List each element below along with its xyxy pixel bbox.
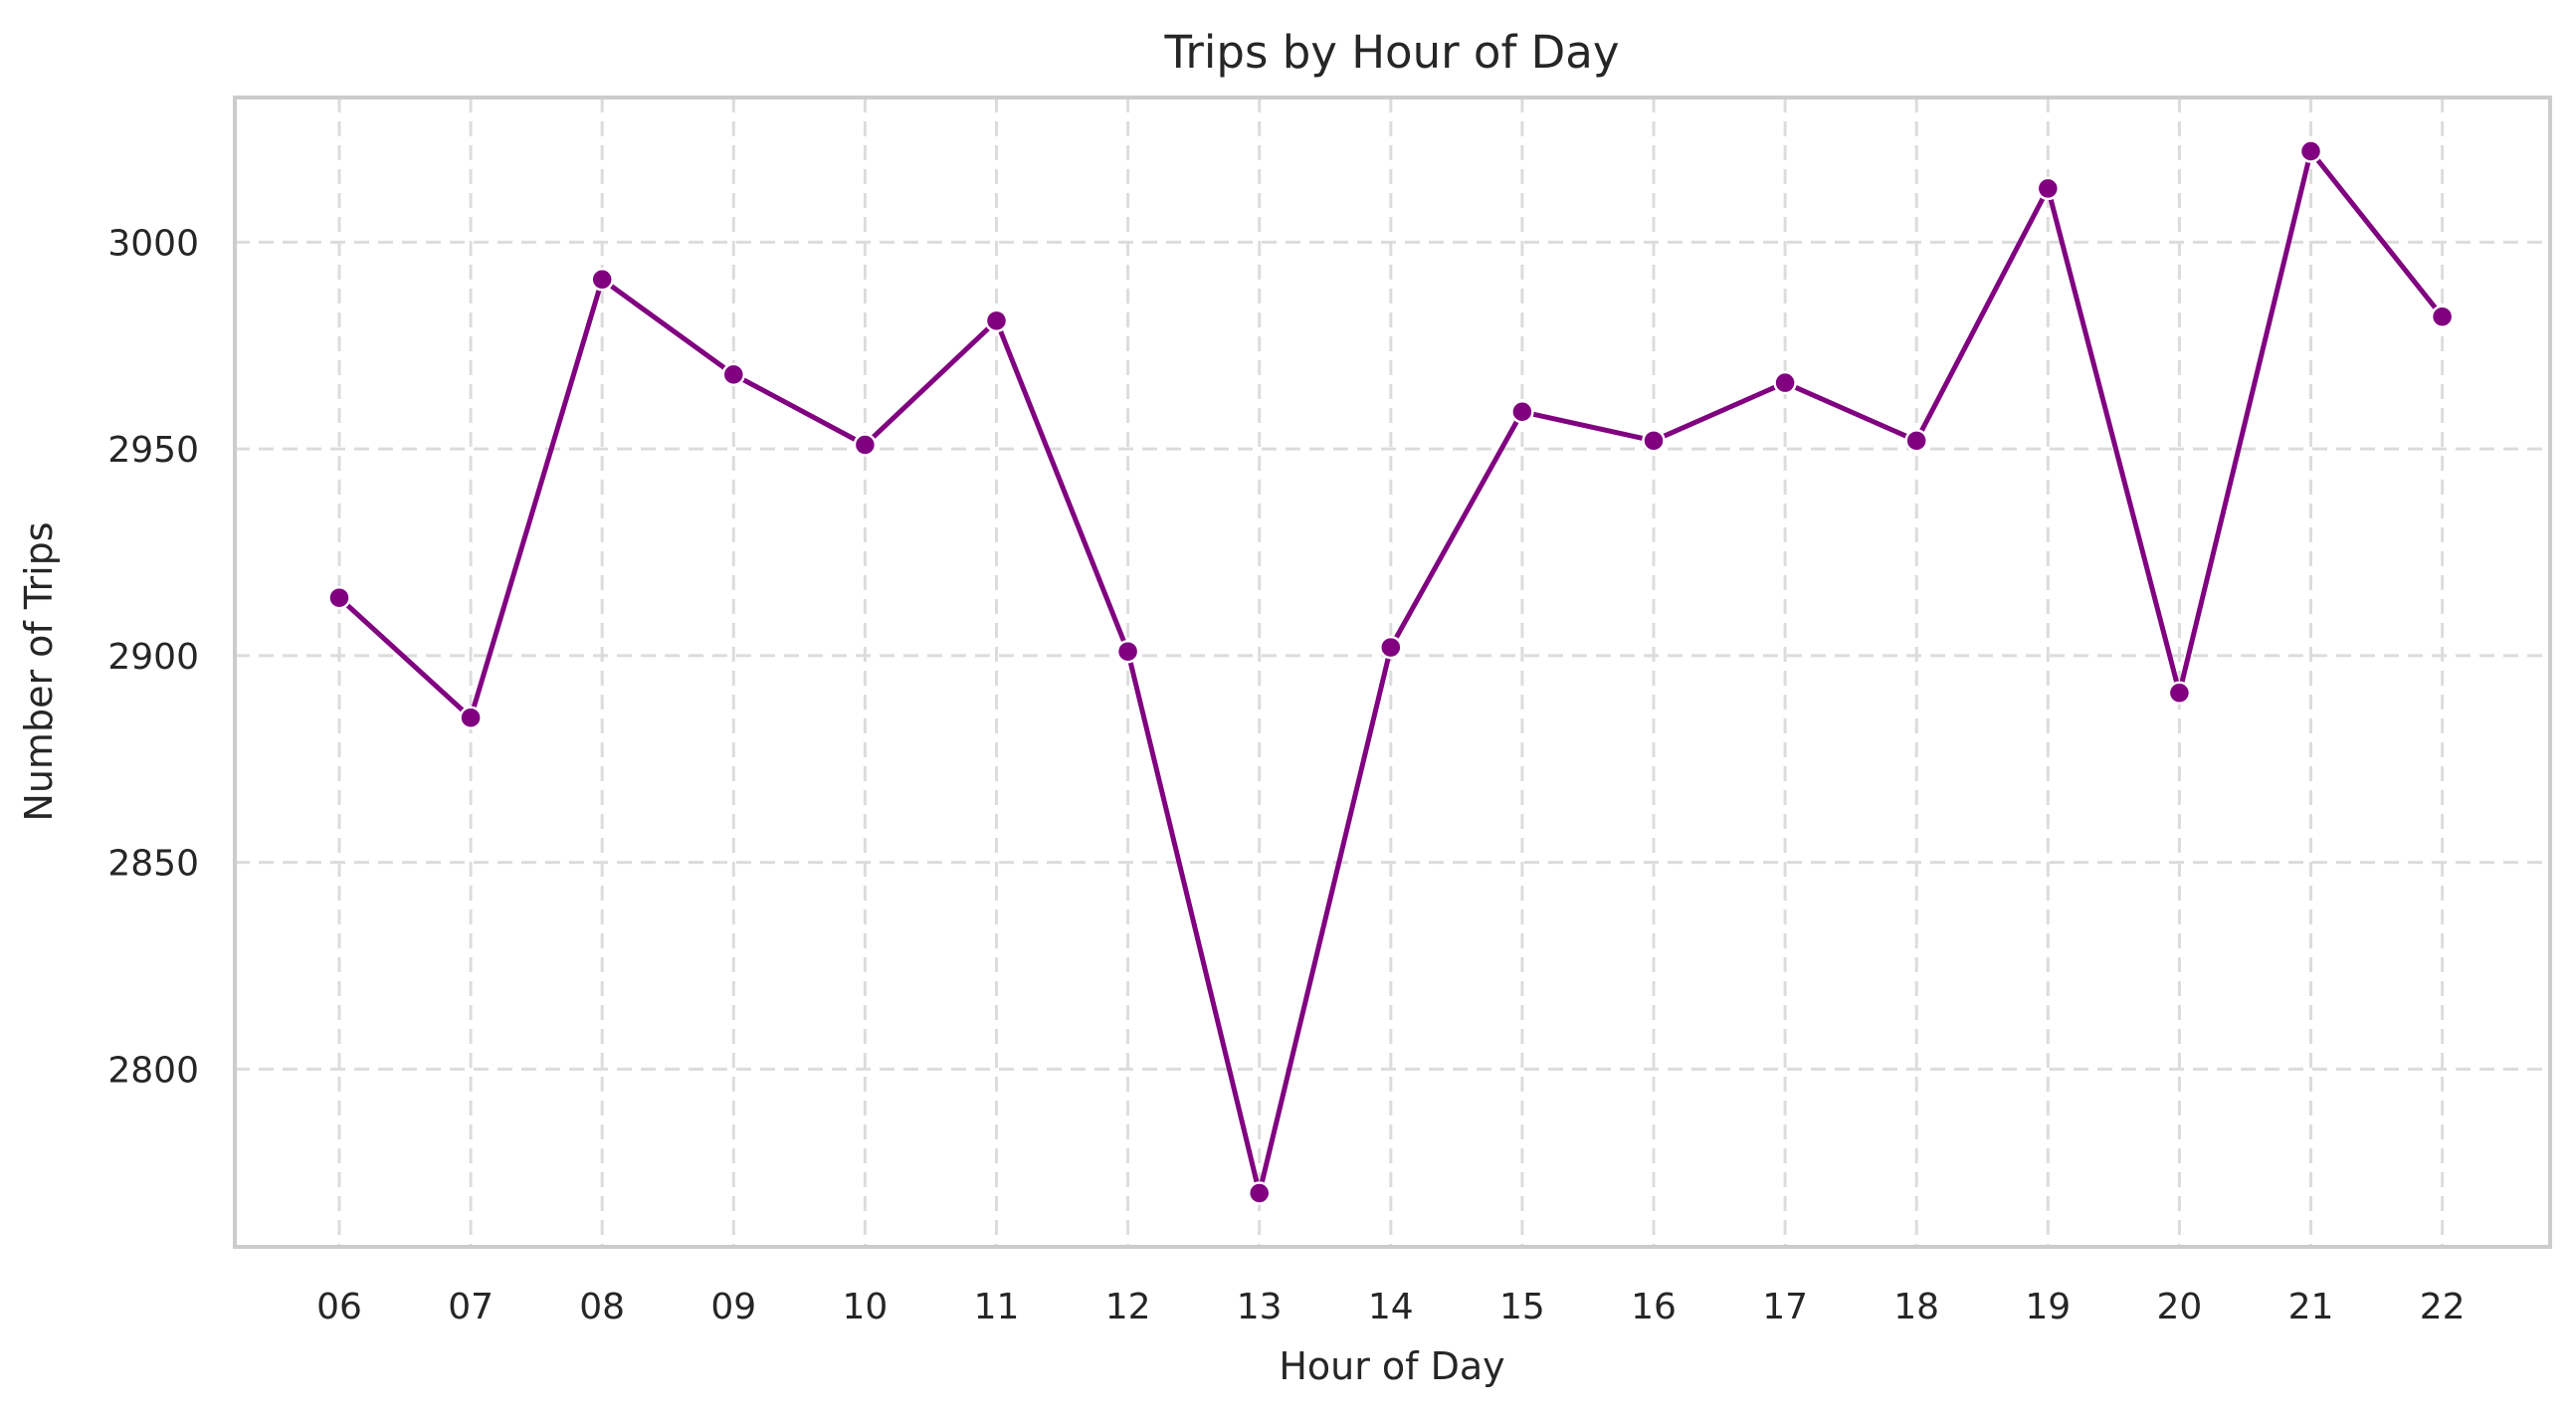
- x-tick-label: 07: [448, 1287, 494, 1327]
- x-tick-label: 18: [1893, 1287, 1939, 1327]
- y-tick-label: 2850: [107, 844, 199, 885]
- data-point: [1247, 1181, 1272, 1205]
- x-tick-labels: 06 07 08 09 10 11 12 13 14 15 16 17 18 19 20 21 22: [316, 1287, 2465, 1327]
- y-axis-label: Number of Trips: [17, 521, 61, 821]
- y-tick-label: 3000: [107, 223, 199, 264]
- x-tick-label: 22: [2420, 1287, 2466, 1327]
- data-point: [1773, 370, 1797, 395]
- y-tick-label: 2950: [107, 430, 199, 471]
- x-tick-label: 08: [579, 1287, 625, 1327]
- data-point: [1115, 639, 1140, 664]
- data-point: [1642, 429, 1666, 453]
- data-point: [853, 433, 878, 457]
- y-tick-labels: 2800 2850 2900 2950 3000: [107, 223, 199, 1091]
- data-point: [1904, 429, 1928, 453]
- data-point: [590, 268, 614, 292]
- data-point: [2430, 304, 2455, 328]
- x-tick-label: 20: [2156, 1287, 2202, 1327]
- x-tick-label: 14: [1368, 1287, 1414, 1327]
- x-tick-label: 16: [1631, 1287, 1677, 1327]
- x-tick-label: 06: [316, 1287, 362, 1327]
- data-point: [327, 585, 351, 610]
- x-tick-label: 21: [2288, 1287, 2334, 1327]
- data-point: [1379, 635, 1403, 660]
- data-point: [2298, 139, 2323, 163]
- y-tick-label: 2800: [107, 1050, 199, 1091]
- data-point: [2167, 681, 2192, 706]
- series-layer: [327, 139, 2455, 1205]
- x-tick-label: 13: [1237, 1287, 1283, 1327]
- data-point: [2036, 176, 2061, 201]
- x-tick-label: 17: [1762, 1287, 1808, 1327]
- chart-title: Trips by Hour of Day: [1164, 26, 1620, 79]
- grid: [235, 98, 2550, 1247]
- x-tick-label: 11: [974, 1287, 1020, 1327]
- y-tick-label: 2900: [107, 637, 199, 678]
- x-tick-label: 10: [842, 1287, 888, 1327]
- x-tick-label: 19: [2025, 1287, 2071, 1327]
- x-tick-label: 09: [710, 1287, 756, 1327]
- x-tick-label: 12: [1105, 1287, 1151, 1327]
- x-tick-label: 15: [1499, 1287, 1545, 1327]
- data-point: [1510, 400, 1534, 424]
- data-point: [721, 362, 746, 387]
- x-axis-label: Hour of Day: [1279, 1344, 1504, 1388]
- data-point: [984, 308, 1009, 333]
- data-point: [459, 706, 483, 729]
- plot-frame: [233, 96, 2552, 1249]
